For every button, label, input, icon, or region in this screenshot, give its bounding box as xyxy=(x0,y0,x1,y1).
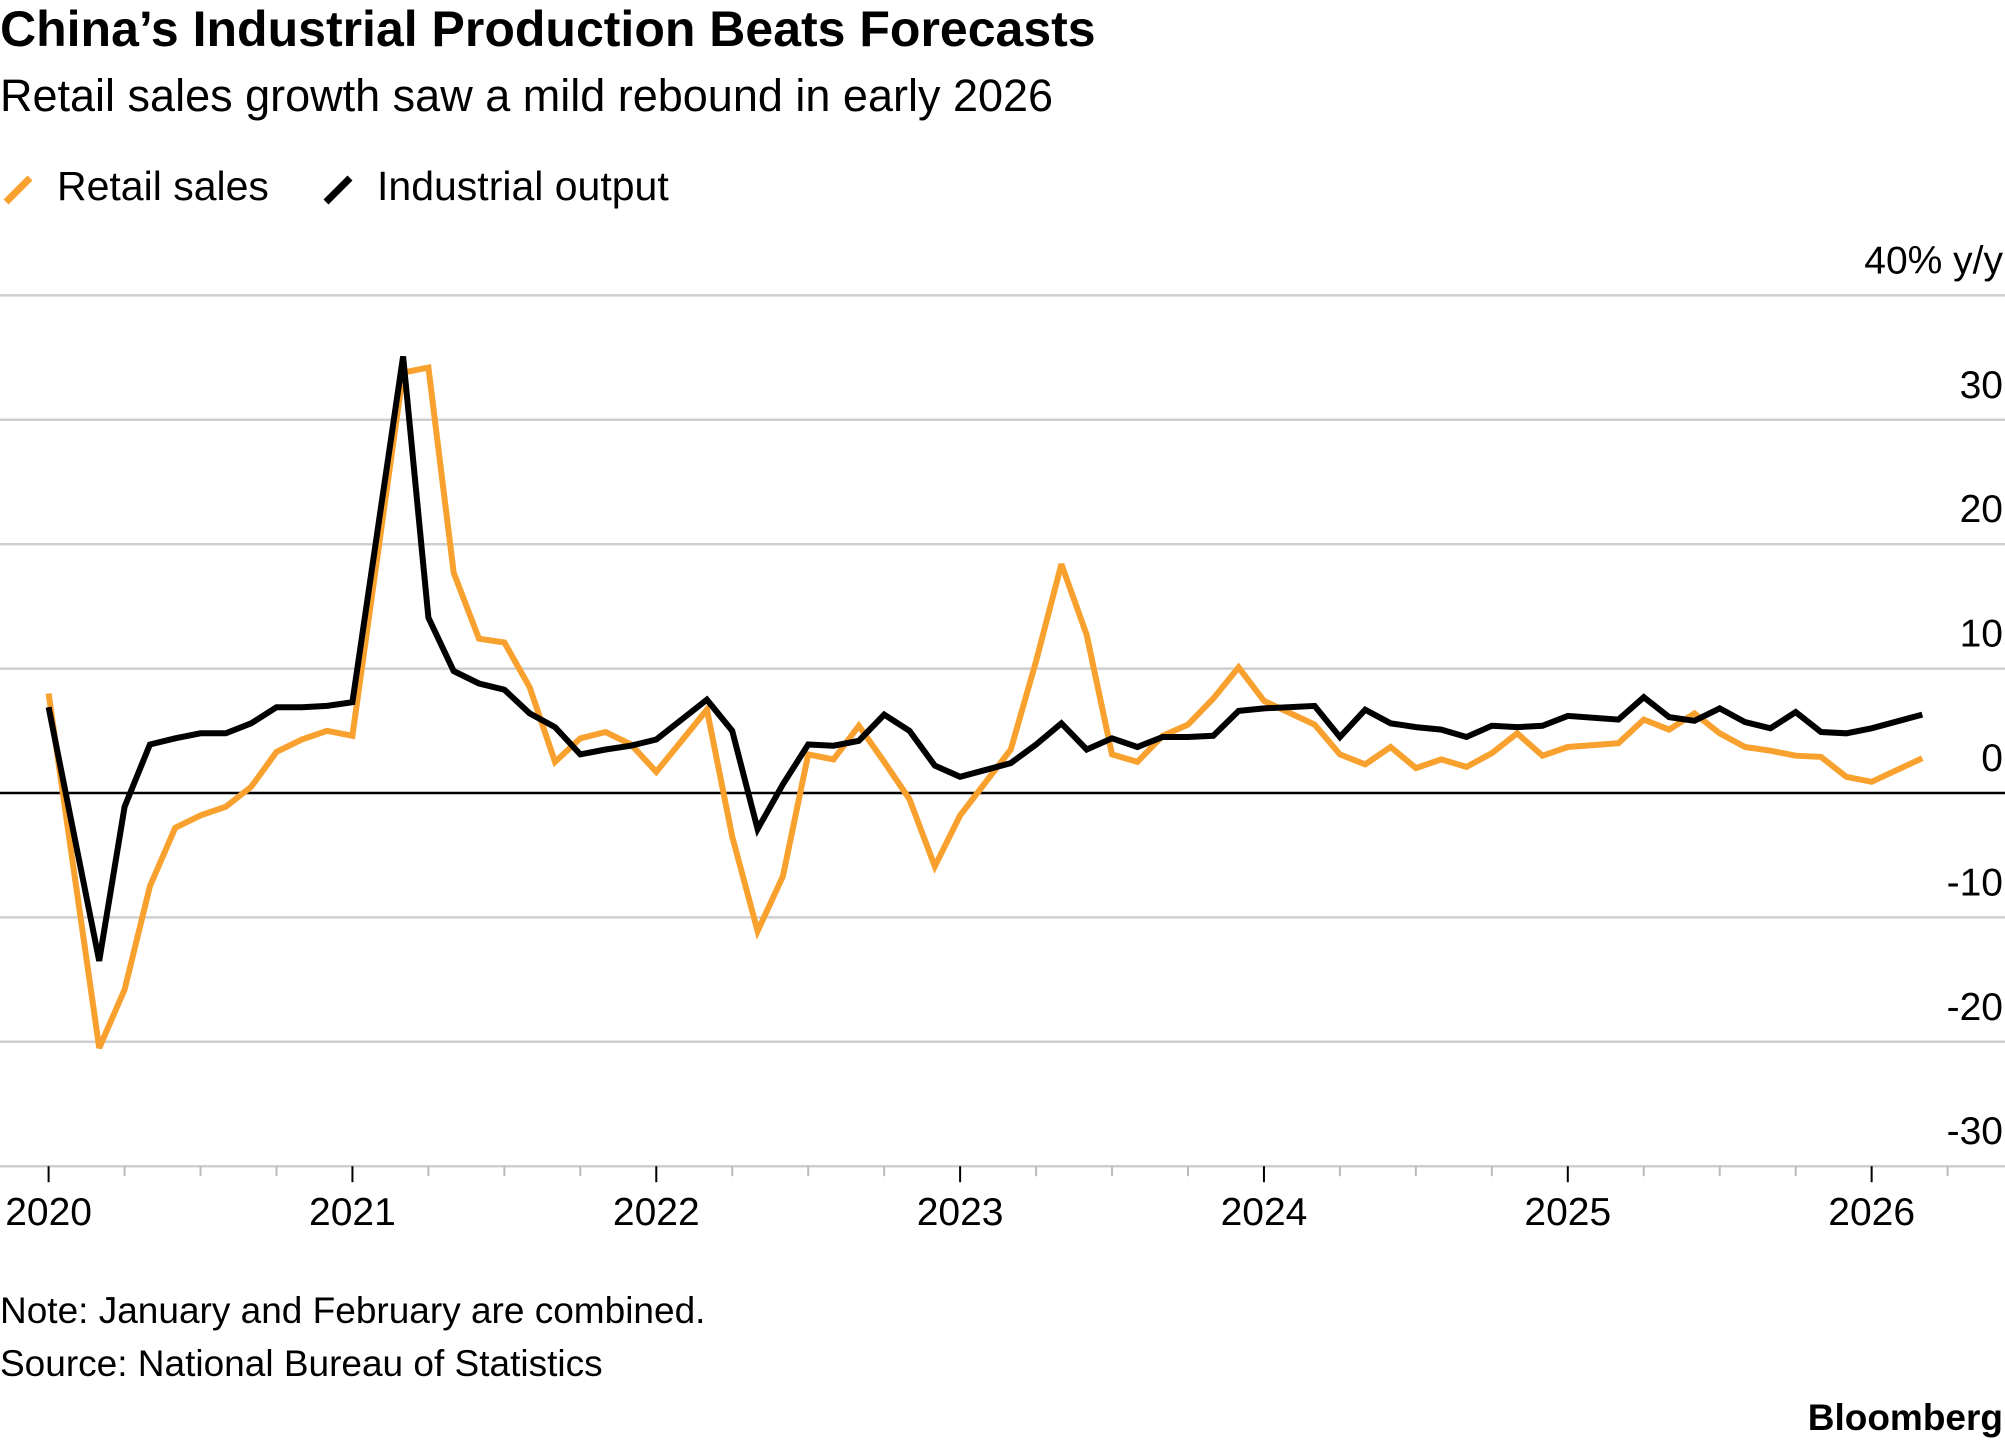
x-axis: 2020 2021 2022 2023 2024 2025 2026 xyxy=(5,1166,1949,1234)
x-tick-label: 2021 xyxy=(309,1191,396,1234)
x-tick-label: 2023 xyxy=(917,1191,1004,1234)
series-line-retail-sales xyxy=(45,364,1924,1050)
y-tick-label: -20 xyxy=(1947,986,2003,1029)
x-tick-label: 2022 xyxy=(613,1191,700,1234)
legend: Retail sales Industrial output xyxy=(3,163,669,209)
y-tick-label: -10 xyxy=(1947,861,2003,904)
series-line-industrial-output xyxy=(45,355,1924,962)
bloomberg-logo: Bloomberg xyxy=(1808,1397,2003,1438)
y-axis-labels: 40% y/y 30 20 10 0 -10 -20 -30 xyxy=(1864,239,2003,1153)
legend-swatch-industrial-output xyxy=(323,175,353,205)
series-lines xyxy=(45,355,1924,1050)
y-tick-label: 30 xyxy=(1960,364,2003,407)
legend-label-industrial-output: Industrial output xyxy=(377,163,669,209)
y-tick-label: -30 xyxy=(1947,1110,2003,1153)
y-tick-label: 10 xyxy=(1960,613,2003,656)
y-tick-label: 40% y/y xyxy=(1864,239,2003,282)
x-tick-label: 2025 xyxy=(1524,1191,1611,1234)
y-tick-label: 20 xyxy=(1960,488,2003,531)
x-tick-label: 2026 xyxy=(1828,1191,1915,1234)
gridlines xyxy=(0,294,2005,1168)
x-tick-label: 2020 xyxy=(5,1191,92,1234)
legend-label-retail-sales: Retail sales xyxy=(57,163,269,209)
y-tick-label: 0 xyxy=(1981,737,2003,780)
chart-source: Source: National Bureau of Statistics xyxy=(0,1343,603,1384)
x-tick-label: 2024 xyxy=(1221,1191,1308,1234)
legend-swatch-retail-sales xyxy=(3,175,33,205)
chart-note: Note: January and February are combined. xyxy=(0,1290,705,1331)
chart-subtitle: Retail sales growth saw a mild rebound i… xyxy=(0,70,1053,121)
chart-title: China’s Industrial Production Beats Fore… xyxy=(0,1,1096,57)
